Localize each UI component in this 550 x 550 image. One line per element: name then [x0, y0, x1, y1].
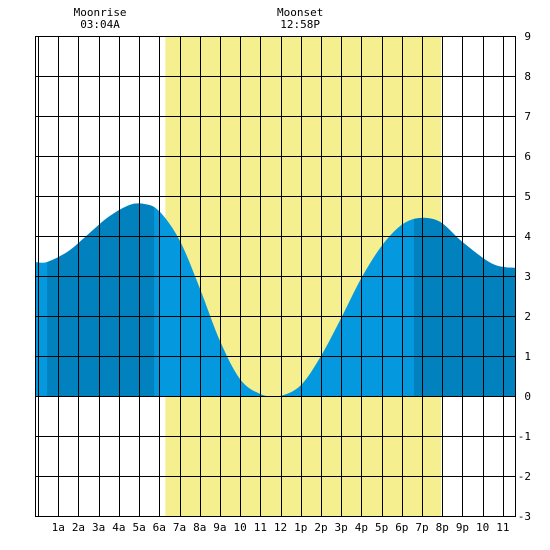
x-tick-label: 7a: [173, 521, 186, 534]
x-tick-label: 9p: [456, 521, 469, 534]
y-tick-label: 6: [524, 150, 531, 163]
y-tick-label: 0: [524, 390, 531, 403]
x-tick-label: 12: [274, 521, 287, 534]
tide-area-shaded: [47, 203, 155, 396]
x-tick-label: 10: [476, 521, 489, 534]
x-tick-label: 2a: [72, 521, 85, 534]
y-tick-label: -1: [518, 430, 531, 443]
y-tick-label: 7: [524, 110, 531, 123]
moon-event-time: 03:04A: [80, 18, 120, 31]
x-tick-label: 4p: [355, 521, 368, 534]
y-tick-label: -2: [518, 470, 531, 483]
x-tick-label: 6p: [395, 521, 408, 534]
x-tick-label: 11: [254, 521, 267, 534]
x-tick-label: 9a: [213, 521, 226, 534]
x-tick-label: 8p: [436, 521, 449, 534]
tide-area-shaded: [413, 217, 516, 396]
y-tick-label: 9: [524, 30, 531, 43]
x-tick-label: 7p: [415, 521, 428, 534]
tide-area: [35, 203, 516, 397]
x-tick-label: 3a: [92, 521, 105, 534]
x-tick-label: 1a: [52, 521, 65, 534]
x-tick-label: 8a: [193, 521, 206, 534]
x-tick-label: 5a: [132, 521, 145, 534]
x-tick-label: 10: [234, 521, 247, 534]
x-tick-label: 2p: [314, 521, 327, 534]
y-tick-label: 2: [524, 310, 531, 323]
moon-event-label: Moonset: [277, 6, 323, 19]
plot-border: [35, 36, 516, 517]
y-tick-label: 5: [524, 190, 531, 203]
x-tick-label: 5p: [375, 521, 388, 534]
y-tick-label: 8: [524, 70, 531, 83]
x-tick-label: 3p: [335, 521, 348, 534]
x-tick-label: 1p: [294, 521, 307, 534]
y-tick-label: -3: [518, 510, 531, 523]
moon-event-time: 12:58P: [280, 18, 320, 31]
moon-event-label: Moonrise: [74, 6, 127, 19]
x-tick-label: 6a: [153, 521, 166, 534]
x-tick-label: 4a: [112, 521, 125, 534]
x-tick-label: 11: [496, 521, 509, 534]
y-tick-label: 1: [524, 350, 531, 363]
y-tick-label: 4: [524, 230, 531, 243]
y-tick-label: 3: [524, 270, 531, 283]
